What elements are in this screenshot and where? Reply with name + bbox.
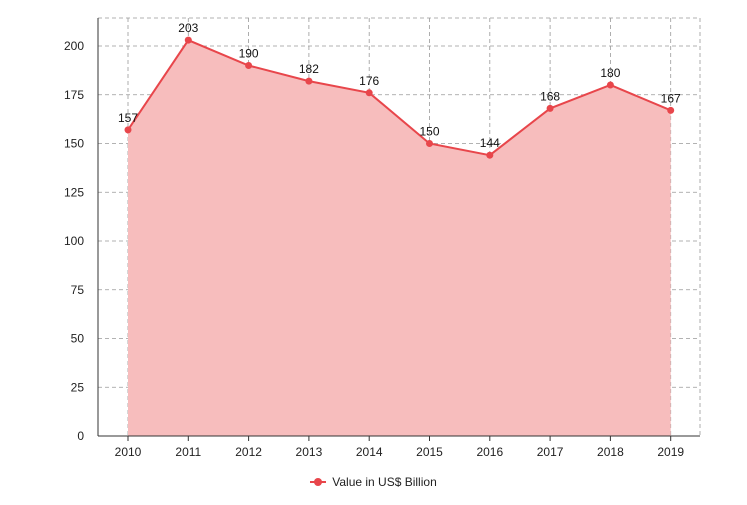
axes [97, 18, 700, 441]
data-points [124, 36, 675, 159]
series-area-fill [128, 40, 671, 437]
data-label: 176 [359, 74, 379, 88]
y-tick-label: 0 [77, 429, 84, 443]
data-point [606, 81, 614, 89]
x-tick-label: 2013 [296, 445, 323, 459]
y-tick-label: 175 [64, 88, 84, 102]
legend-dot [314, 478, 323, 486]
x-tick-label: 2012 [235, 445, 262, 459]
x-tick-label: 2019 [657, 445, 684, 459]
x-tick-label: 2016 [476, 445, 503, 459]
legend: Value in US$ Billion [0, 472, 747, 492]
y-tick-labels: 0 25 50 75 100 125 150 175 200 [64, 39, 84, 443]
data-label: 150 [419, 125, 439, 139]
data-label: 167 [661, 91, 681, 105]
x-tick-label: 2018 [597, 445, 624, 459]
data-label: 190 [239, 47, 259, 61]
y-tick-label: 100 [64, 234, 84, 248]
y-tick-label: 25 [71, 380, 85, 394]
data-point [184, 36, 192, 44]
series-area [127, 38, 672, 437]
legend-label: Value in US$ Billion [332, 475, 437, 489]
data-point [486, 151, 494, 159]
data-point [667, 106, 675, 114]
data-point [245, 62, 253, 69]
legend-item[interactable]: Value in US$ Billion [310, 475, 437, 489]
data-point [365, 89, 373, 97]
legend-marker-icon [310, 477, 327, 487]
y-tick-label: 200 [64, 39, 84, 53]
data-point [426, 140, 433, 147]
data-point [546, 104, 554, 112]
data-label: 182 [299, 62, 319, 76]
x-tick-label: 2011 [175, 445, 201, 459]
data-label: 203 [178, 21, 198, 35]
data-labels: 157 203 190 182 176 150 144 168 180 167 [118, 21, 681, 150]
x-tick-label: 2014 [356, 445, 383, 459]
data-label: 144 [480, 136, 500, 150]
x-tick-label: 2017 [537, 445, 564, 459]
data-label: 157 [118, 111, 138, 125]
data-point [124, 126, 132, 134]
series-line [127, 38, 672, 157]
x-tick-label: 2015 [416, 445, 443, 459]
y-tick-label: 150 [64, 137, 84, 151]
x-tick-labels: 2010 2011 2012 2013 2014 2015 2016 2017 2018 2019 [115, 445, 685, 459]
y-tick-label: 75 [71, 283, 85, 297]
y-tick-label: 125 [64, 185, 84, 199]
data-label: 180 [600, 66, 620, 80]
y-tick-label: 50 [71, 332, 85, 346]
data-label: 168 [540, 89, 560, 103]
data-point [305, 77, 313, 85]
x-tick-label: 2010 [115, 445, 142, 459]
